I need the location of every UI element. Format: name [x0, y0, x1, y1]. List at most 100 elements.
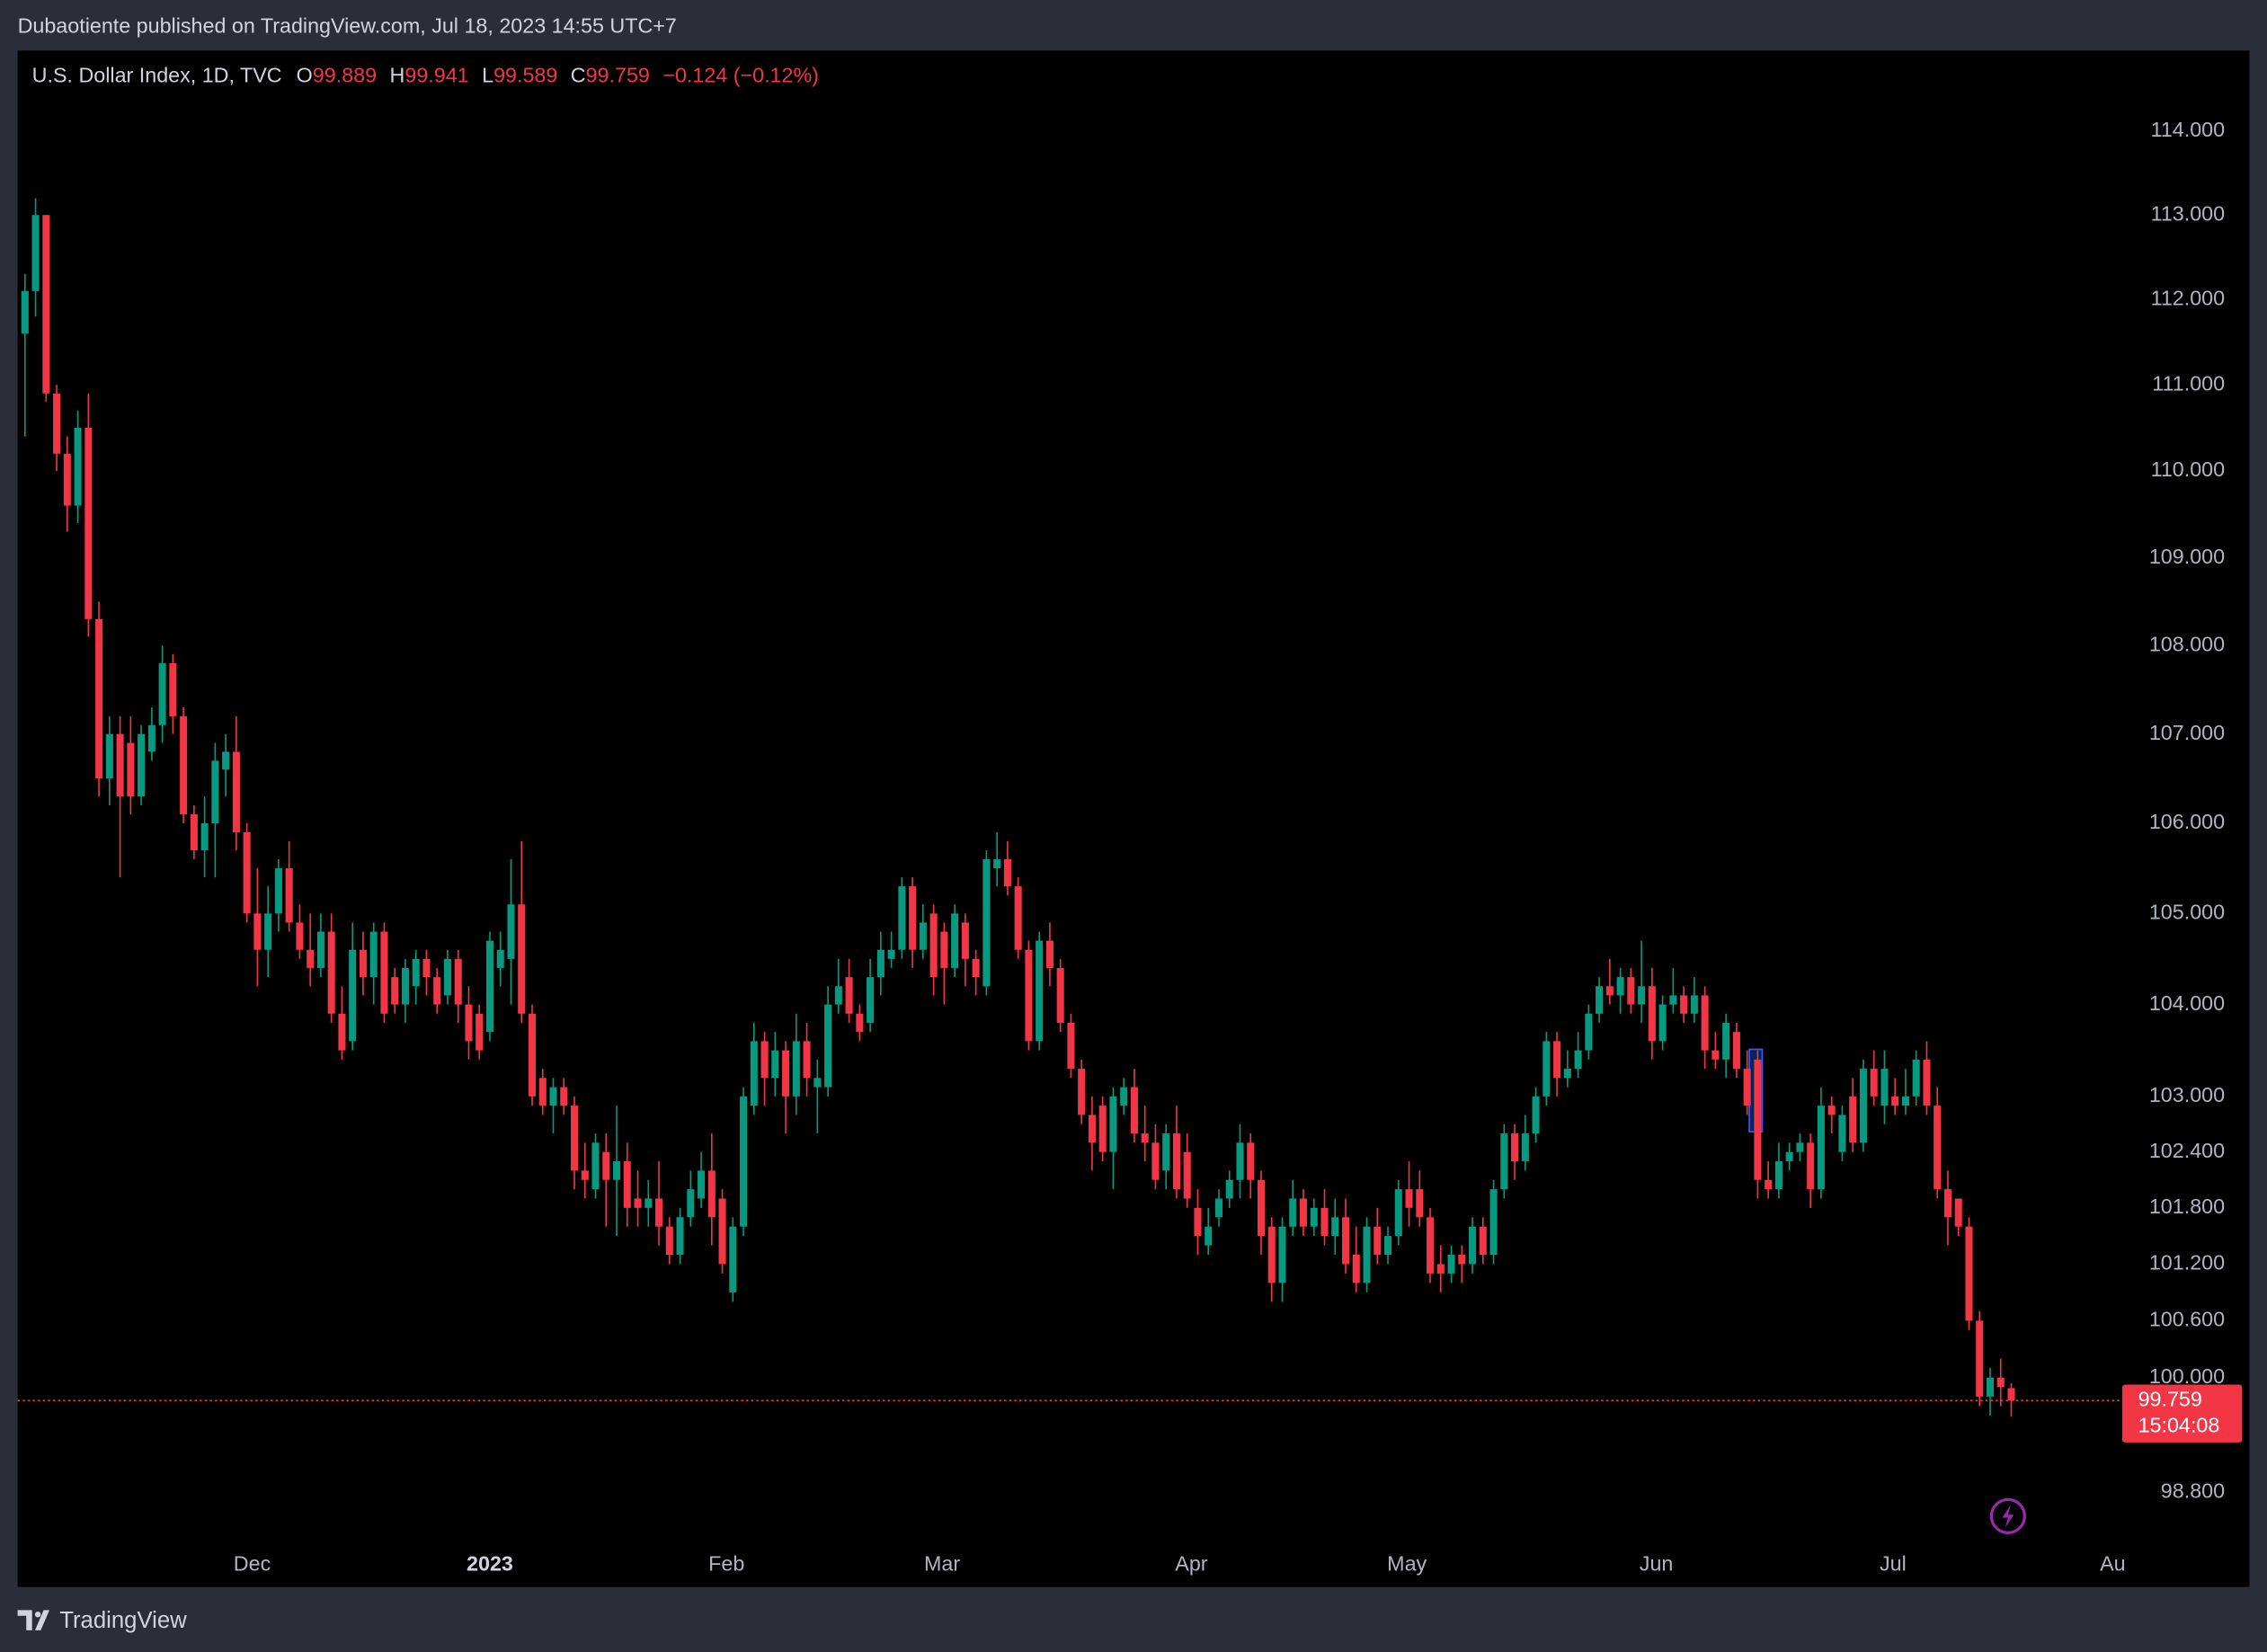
- candle-body: [645, 1198, 653, 1208]
- candle-body: [1394, 1189, 1402, 1237]
- candle-body: [1416, 1189, 1424, 1218]
- candle: [961, 913, 969, 987]
- candle: [1732, 1022, 1740, 1079]
- candle-body: [707, 1170, 716, 1218]
- y-tick-label: 100.000: [2149, 1364, 2225, 1388]
- candle-body: [1996, 1377, 2005, 1388]
- candle: [1352, 1226, 1360, 1292]
- candle: [180, 706, 188, 824]
- candle: [1934, 1087, 1942, 1199]
- candle: [1796, 1133, 1804, 1162]
- candle-body: [1384, 1236, 1392, 1255]
- ohlc-letter: L: [482, 63, 493, 86]
- candle-body: [1870, 1069, 1878, 1097]
- candle: [1479, 1217, 1487, 1265]
- candle-body: [1976, 1320, 1984, 1397]
- y-tick-label: 101.800: [2149, 1195, 2225, 1218]
- candle: [1669, 967, 1677, 1014]
- candle: [274, 859, 282, 932]
- candle: [1901, 1069, 1909, 1115]
- candle: [1014, 877, 1022, 959]
- candle: [1141, 1106, 1149, 1162]
- candle-body: [993, 859, 1001, 869]
- candle: [1658, 995, 1667, 1051]
- candle: [1954, 1198, 1962, 1237]
- candle: [21, 273, 29, 437]
- candle-body: [750, 1041, 758, 1106]
- candle-body: [84, 427, 93, 619]
- candle-body: [560, 1087, 568, 1106]
- candle: [940, 922, 948, 1005]
- candle-body: [1521, 1133, 1529, 1162]
- candle-body: [485, 940, 493, 1033]
- candle-body: [253, 913, 262, 950]
- candle-body: [147, 724, 156, 752]
- candle: [1405, 1161, 1413, 1227]
- candle-body: [549, 1087, 557, 1106]
- candle: [982, 850, 991, 996]
- candle-body: [1205, 1226, 1213, 1246]
- candle: [1807, 1133, 1815, 1208]
- candle: [95, 601, 103, 797]
- candle-body: [867, 977, 875, 1023]
- candle: [200, 796, 209, 878]
- candle-body: [1363, 1226, 1371, 1283]
- candle: [1056, 958, 1064, 1033]
- candle-body: [1511, 1133, 1519, 1162]
- candle-body: [63, 453, 71, 506]
- candle-body: [349, 949, 357, 1042]
- candle-body: [222, 751, 230, 770]
- candle: [485, 931, 493, 1042]
- candle: [147, 706, 156, 761]
- candle-body: [1162, 1133, 1170, 1171]
- candle-body: [1796, 1142, 1804, 1152]
- candle: [1172, 1106, 1180, 1199]
- candle-body: [1067, 1022, 1075, 1070]
- y-tick-label: 112.000: [2151, 286, 2226, 309]
- candle-body: [771, 1050, 779, 1079]
- candle-body: [1352, 1254, 1360, 1283]
- candle: [496, 931, 504, 987]
- candle: [1596, 977, 1604, 1023]
- candle: [1701, 986, 1709, 1070]
- candle: [285, 840, 293, 932]
- candle: [253, 868, 262, 987]
- candle: [1532, 1087, 1540, 1143]
- candle: [518, 840, 526, 1023]
- candle-body: [1036, 940, 1044, 1042]
- candle-body: [538, 1078, 547, 1106]
- candle-body: [1923, 1059, 1931, 1106]
- candle-body: [1891, 1096, 1899, 1106]
- candle-body: [602, 1151, 610, 1180]
- candle: [538, 1069, 547, 1115]
- candle-body: [898, 886, 906, 950]
- candle-body: [1774, 1161, 1782, 1190]
- candle-body: [1331, 1217, 1339, 1237]
- candle-body: [1320, 1207, 1329, 1237]
- candle-body: [1289, 1198, 1297, 1227]
- y-tick-label: 108.000: [2149, 632, 2225, 655]
- candle-body: [307, 949, 315, 968]
- candle: [782, 1041, 790, 1134]
- candle-body: [443, 958, 451, 996]
- candle: [1500, 1124, 1508, 1199]
- candle: [1289, 1179, 1297, 1237]
- candle-body: [285, 868, 293, 923]
- candle-body: [1458, 1254, 1466, 1265]
- candle-body: [1003, 859, 1011, 887]
- y-tick-label: 100.600: [2149, 1308, 2225, 1331]
- x-tick-label: Feb: [708, 1552, 744, 1576]
- candle: [1036, 931, 1044, 1051]
- candle: [1648, 967, 1656, 1060]
- candle-body: [1986, 1377, 1995, 1397]
- candle-body: [369, 931, 378, 978]
- candle-body: [1436, 1264, 1445, 1274]
- candle: [2007, 1382, 2015, 1417]
- candle-body: [1807, 1142, 1815, 1190]
- candle-body: [105, 733, 113, 779]
- candle: [993, 831, 1001, 887]
- candle: [1214, 1189, 1222, 1227]
- y-tick-label: 105.000: [2149, 900, 2225, 923]
- candle: [1859, 1059, 1867, 1152]
- candle: [391, 967, 399, 1014]
